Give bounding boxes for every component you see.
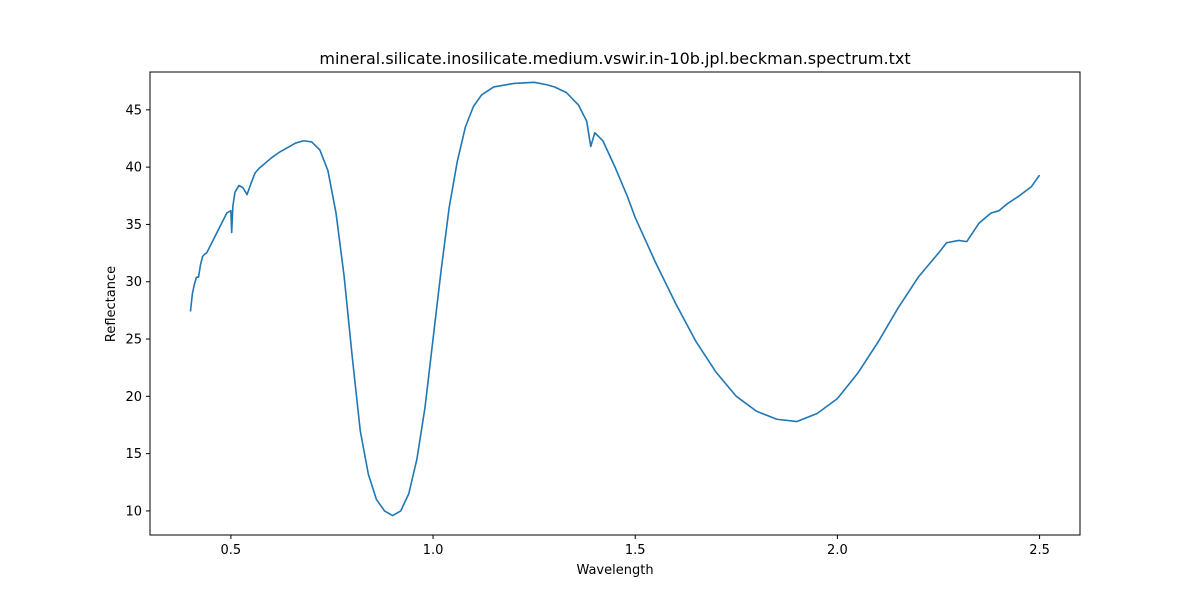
x-tick-label: 1.0 xyxy=(423,543,444,558)
plot-frame xyxy=(149,71,1081,536)
y-tick-label: 45 xyxy=(125,103,142,118)
x-tick-label: 0.5 xyxy=(221,543,242,558)
y-tick-label: 40 xyxy=(125,161,142,176)
y-tick-label: 15 xyxy=(125,447,142,462)
y-tick-label: 30 xyxy=(125,275,142,290)
chart-title: mineral.silicate.inosilicate.medium.vswi… xyxy=(319,49,910,68)
x-tick-label: 2.0 xyxy=(827,543,848,558)
x-axis: 0.5 1.0 1.5 2.0 2.5 xyxy=(221,535,1050,558)
x-tick-label: 2.5 xyxy=(1029,543,1050,558)
y-axis-label: Reflectance xyxy=(104,266,119,342)
plot-area xyxy=(189,81,1041,517)
y-axis: 10 15 20 25 30 35 40 45 xyxy=(125,103,150,519)
y-tick-label: 35 xyxy=(125,218,142,233)
y-tick-label: 25 xyxy=(125,333,142,348)
x-axis-label: Wavelength xyxy=(576,563,653,578)
y-tick-label: 10 xyxy=(125,504,142,519)
y-tick-label: 20 xyxy=(125,390,142,405)
x-tick-label: 1.5 xyxy=(625,543,646,558)
spectrum-line xyxy=(189,81,1041,517)
